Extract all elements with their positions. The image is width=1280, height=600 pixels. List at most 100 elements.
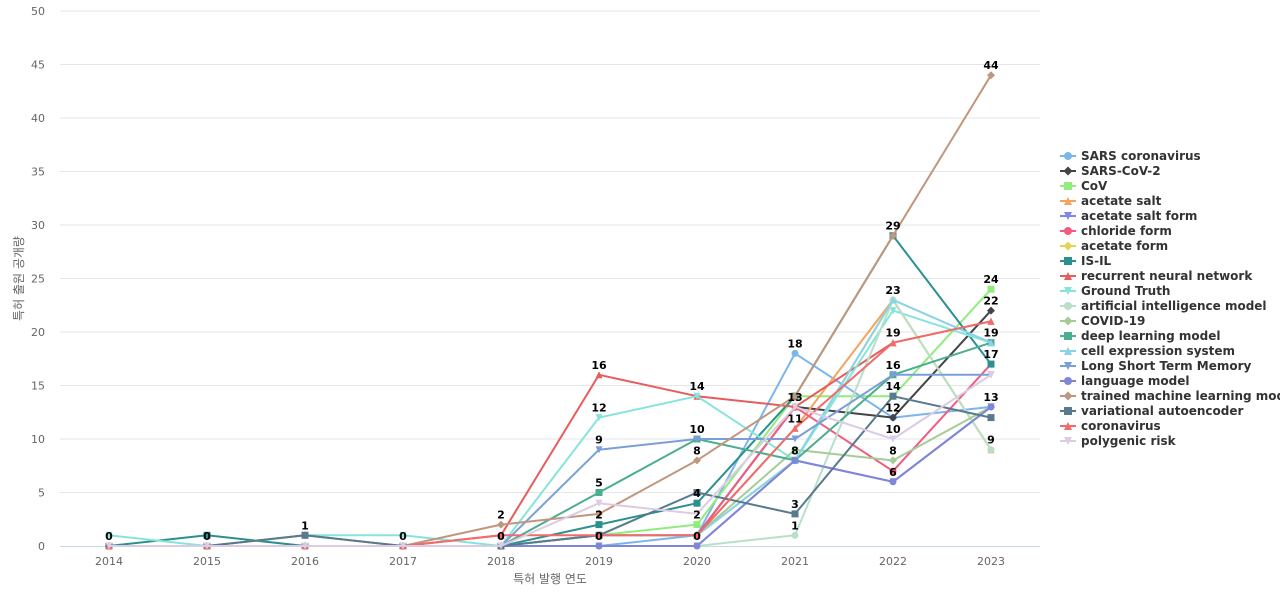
data-label: 13 xyxy=(983,391,998,404)
legend-marker xyxy=(1064,257,1072,265)
y-tick-label: 25 xyxy=(31,273,45,286)
y-tick-label: 20 xyxy=(31,326,45,339)
series-10 xyxy=(105,296,995,550)
data-point xyxy=(791,349,799,357)
y-tick-label: 40 xyxy=(31,112,45,125)
legend-label: artificial intelligence model xyxy=(1081,299,1267,313)
legend-label: acetate salt form xyxy=(1081,209,1197,223)
legend-item[interactable]: cell expression system xyxy=(1060,344,1235,358)
legend-item[interactable]: CoV xyxy=(1060,179,1108,193)
series-line xyxy=(109,288,992,547)
legend-item[interactable]: IS-IL xyxy=(1060,254,1112,268)
legend-item[interactable]: acetate salt xyxy=(1060,194,1162,208)
data-point xyxy=(693,456,701,465)
legend-item[interactable]: recurrent neural network xyxy=(1060,269,1253,283)
x-tick-label: 2017 xyxy=(389,555,417,568)
series-line xyxy=(109,74,992,547)
data-point xyxy=(595,489,603,496)
data-label: 2 xyxy=(497,509,505,522)
legend-item[interactable]: Ground Truth xyxy=(1060,284,1170,298)
legend-item[interactable]: language model xyxy=(1060,374,1189,388)
legend-label: COVID-19 xyxy=(1081,314,1145,328)
series-2 xyxy=(105,285,995,550)
data-label: 6 xyxy=(889,466,897,479)
data-point xyxy=(693,510,701,518)
x-tick-label: 2018 xyxy=(487,555,515,568)
data-point xyxy=(791,403,799,411)
data-point xyxy=(987,403,995,411)
data-point xyxy=(693,489,701,496)
data-point xyxy=(889,467,897,475)
data-point xyxy=(889,478,897,486)
legend-label: SARS-CoV-2 xyxy=(1081,164,1161,178)
data-point xyxy=(693,435,701,443)
data-point xyxy=(791,445,799,454)
y-tick-label: 15 xyxy=(31,380,45,393)
data-label: 1 xyxy=(791,519,799,532)
data-label: 9 xyxy=(987,434,995,447)
data-label: 10 xyxy=(689,423,705,436)
legend-item[interactable]: deep learning model xyxy=(1060,329,1220,343)
legend-marker xyxy=(1064,182,1072,190)
data-point xyxy=(595,542,603,550)
series-13 xyxy=(105,296,995,550)
data-point xyxy=(791,392,799,401)
series-line xyxy=(109,395,992,547)
data-label: 3 xyxy=(791,498,799,511)
data-label: 8 xyxy=(693,444,701,457)
x-tick-label: 2022 xyxy=(879,555,907,568)
data-label: 2 xyxy=(595,509,603,522)
data-label: 16 xyxy=(591,359,607,372)
data-label: 0 xyxy=(203,530,211,543)
data-label: 14 xyxy=(689,380,705,393)
legend-marker xyxy=(1064,407,1072,415)
legend-label: cell expression system xyxy=(1081,344,1235,358)
data-point xyxy=(791,531,799,539)
legend-item[interactable]: COVID-19 xyxy=(1060,314,1145,328)
legend-item[interactable]: acetate form xyxy=(1060,239,1168,253)
legend-label: variational autoencoder xyxy=(1081,404,1243,418)
data-label: 18 xyxy=(787,337,802,350)
data-label: 12 xyxy=(885,402,900,415)
data-point xyxy=(693,521,701,529)
series-line xyxy=(109,298,992,547)
data-label: 14 xyxy=(885,380,901,393)
data-label: 10 xyxy=(885,423,901,436)
legend-item[interactable]: artificial intelligence model xyxy=(1060,299,1267,313)
legend-item[interactable]: acetate salt form xyxy=(1060,209,1197,223)
legend-marker xyxy=(1063,241,1073,251)
legend-item[interactable]: trained machine learning model xyxy=(1060,389,1280,403)
series-19 xyxy=(105,371,995,550)
series-16 xyxy=(105,71,995,550)
data-point xyxy=(497,531,505,539)
data-label: 8 xyxy=(791,444,799,457)
data-point xyxy=(399,542,407,550)
data-point xyxy=(595,509,603,518)
legend-marker xyxy=(1064,272,1072,280)
data-point xyxy=(105,542,113,550)
data-point xyxy=(497,520,505,529)
legend-marker xyxy=(1063,166,1073,176)
legend-item[interactable]: Long Short Term Memory xyxy=(1060,359,1252,373)
legend-item[interactable]: chloride form xyxy=(1060,224,1172,238)
data-label: 11 xyxy=(787,412,802,425)
legend-label: deep learning model xyxy=(1081,329,1220,343)
data-point xyxy=(889,339,897,347)
series-line xyxy=(109,298,992,547)
data-point xyxy=(987,71,995,80)
y-tick-label: 5 xyxy=(38,487,45,500)
legend-item[interactable]: polygenic risk xyxy=(1060,434,1177,448)
legend-label: Long Short Term Memory xyxy=(1081,359,1252,373)
data-label: 16 xyxy=(885,359,901,372)
legend-item[interactable]: variational autoencoder xyxy=(1060,404,1243,418)
legend-label: recurrent neural network xyxy=(1081,269,1253,283)
legend-marker xyxy=(1064,227,1072,235)
legend-item[interactable]: SARS coronavirus xyxy=(1060,149,1201,163)
legend-item[interactable]: SARS-CoV-2 xyxy=(1060,164,1161,178)
series-line xyxy=(108,234,992,547)
data-point xyxy=(301,542,309,550)
legend-item[interactable]: coronavirus xyxy=(1060,419,1161,433)
y-tick-label: 30 xyxy=(31,219,45,232)
grid-lines xyxy=(60,10,1040,493)
legend-marker xyxy=(1064,197,1072,205)
